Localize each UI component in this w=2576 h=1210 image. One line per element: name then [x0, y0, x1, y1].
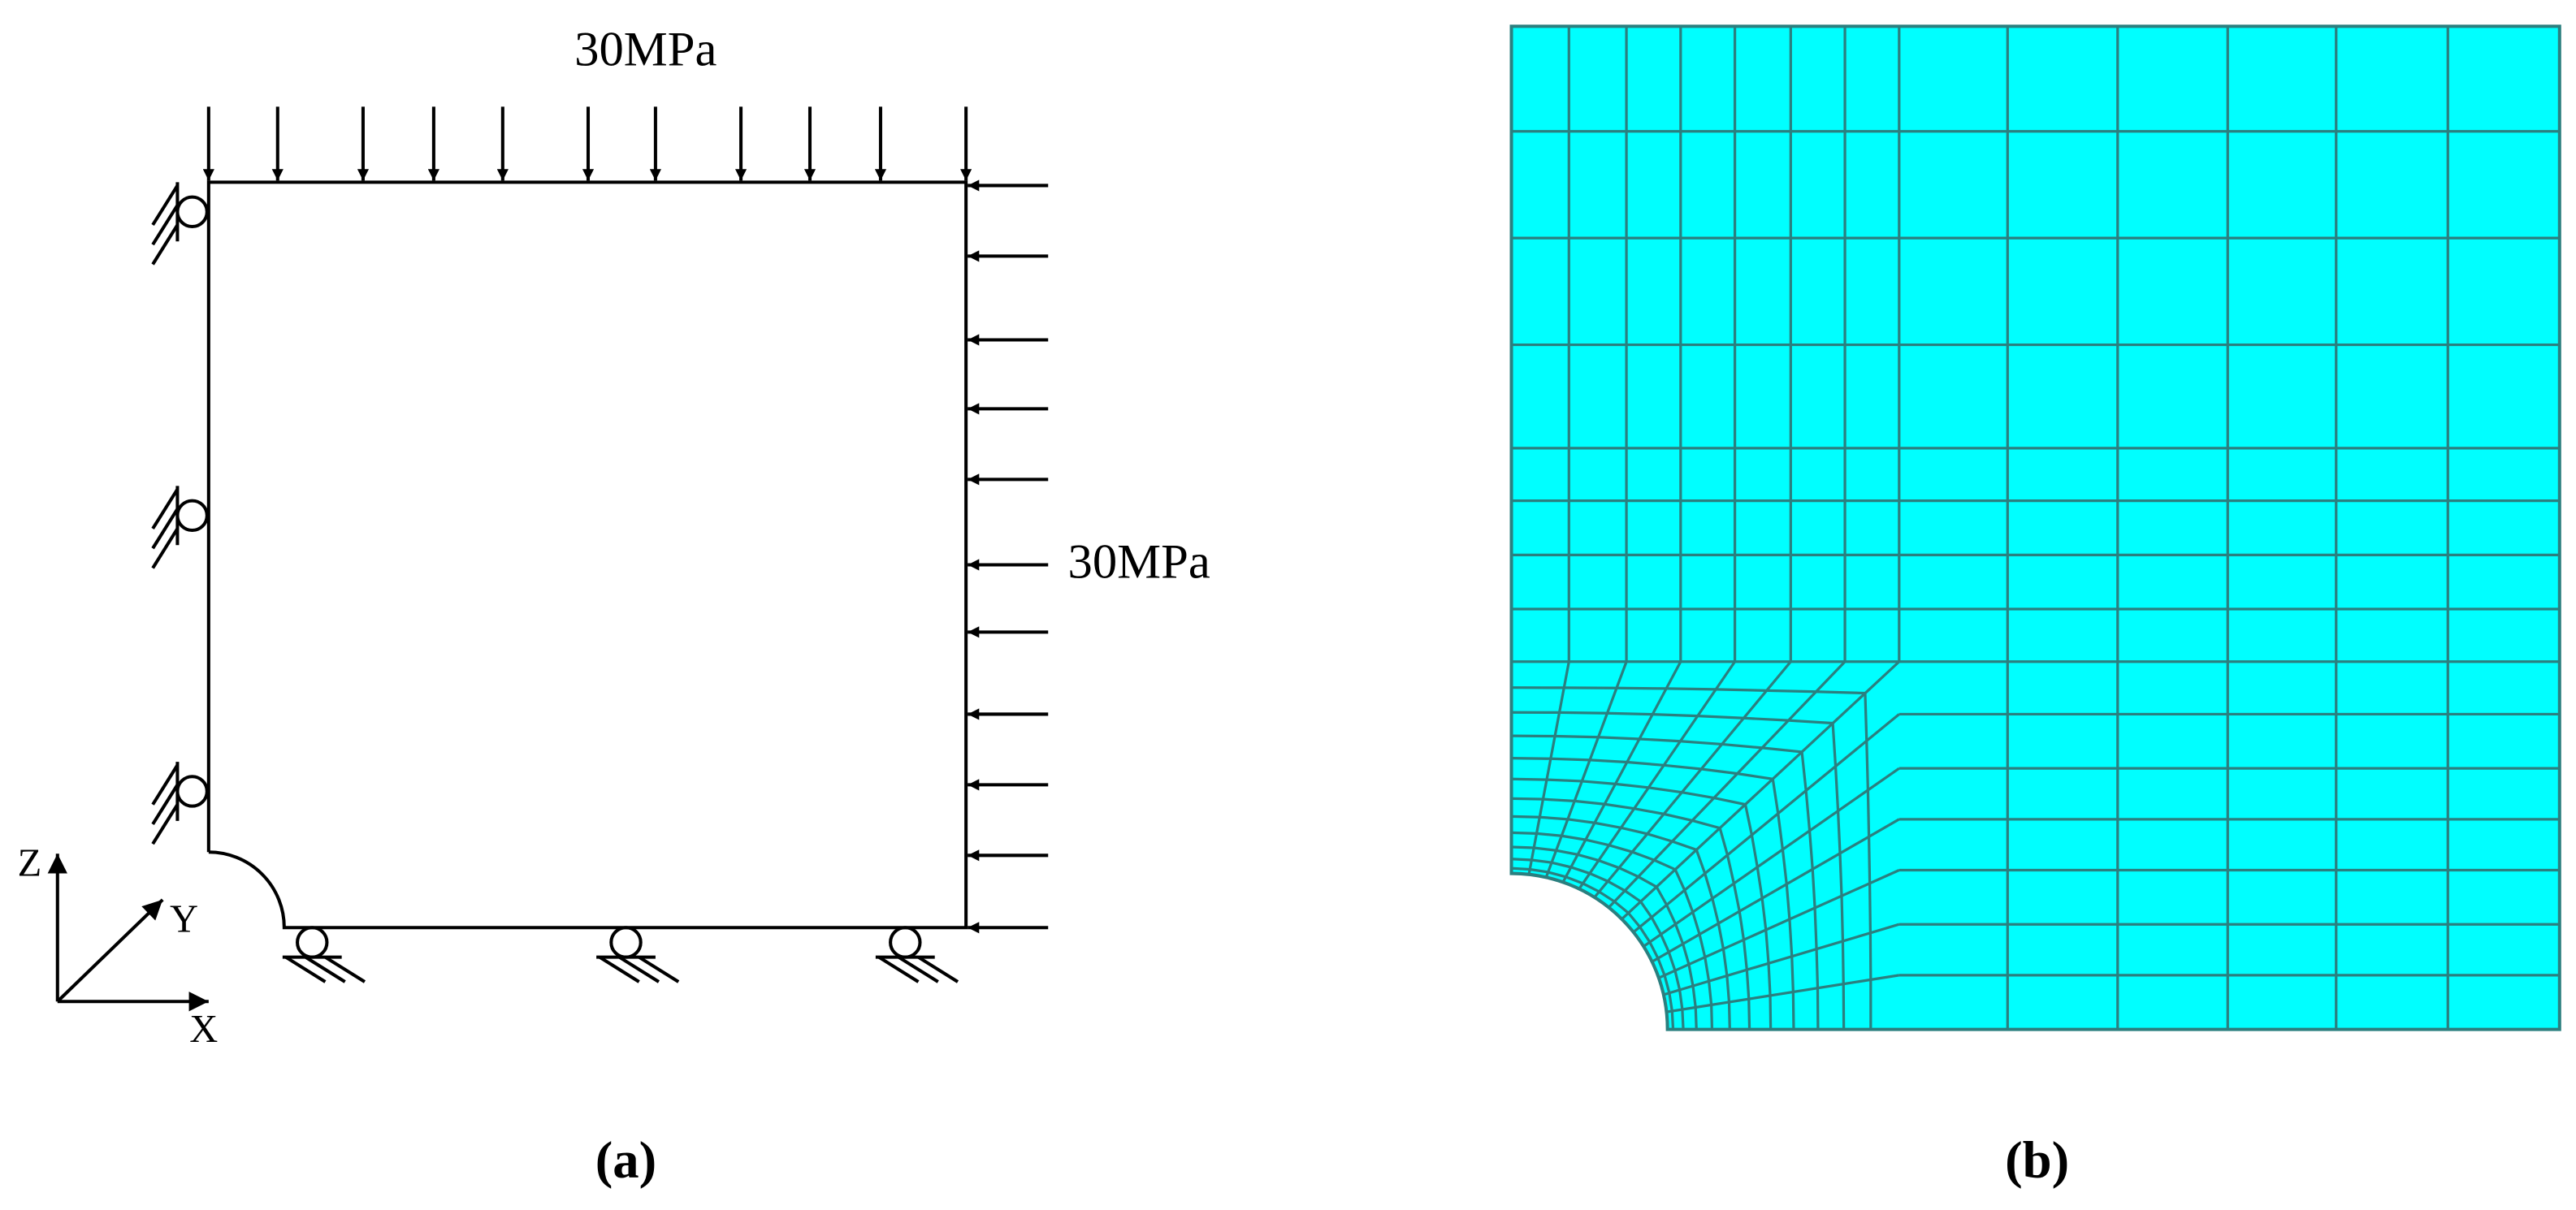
- y-axis: [56, 898, 164, 1003]
- roller-support: [175, 775, 209, 808]
- roller-support: [609, 926, 643, 959]
- support-hatch: [151, 223, 180, 266]
- support-hatch: [898, 955, 939, 983]
- panel-label: (a): [595, 1130, 656, 1189]
- support-hatch: [917, 955, 959, 983]
- support-hatch: [151, 764, 180, 806]
- right-load-label: 30MPa: [1068, 534, 1210, 589]
- mesh-line: [1527, 661, 1570, 875]
- support-hatch: [151, 204, 180, 246]
- z-label: Z: [18, 842, 42, 885]
- support-hatch: [151, 803, 180, 845]
- support-hatch: [638, 955, 680, 983]
- mesh-line: [1511, 757, 1795, 1030]
- mesh-line: [1621, 660, 1900, 920]
- roller-support: [175, 499, 209, 533]
- support-hatch: [599, 955, 640, 983]
- mesh-line: [1511, 866, 1675, 1030]
- mesh-line: [1578, 660, 1736, 890]
- panel-b: (b): [1509, 24, 2561, 1189]
- mesh-line: [1666, 974, 1900, 1013]
- mesh-line: [1663, 923, 1900, 996]
- support-hatch: [305, 955, 346, 983]
- mesh-domain: [1509, 24, 2561, 1031]
- support-hatch: [151, 508, 180, 550]
- mesh-line: [1511, 686, 1872, 1030]
- mesh-line: [1511, 815, 1731, 1030]
- support-hatch: [151, 784, 180, 825]
- roller-support: [175, 195, 209, 229]
- mesh-line: [1658, 869, 1900, 979]
- y-label: Y: [170, 897, 198, 940]
- support-hatch: [151, 527, 180, 569]
- mesh-line: [1651, 818, 1900, 963]
- support-hatch: [618, 955, 660, 983]
- support-hatch: [324, 955, 366, 983]
- plate-outline: [206, 180, 968, 930]
- support-hatch: [151, 488, 180, 530]
- mesh-line: [1632, 713, 1900, 934]
- x-label: X: [189, 1008, 218, 1051]
- top-load-label: 30MPa: [574, 23, 717, 77]
- mesh-line: [1511, 831, 1714, 1030]
- roller-support: [889, 926, 922, 959]
- mesh-lines: [1511, 26, 2560, 1030]
- mesh-line: [1544, 661, 1628, 878]
- support-hatch: [877, 955, 920, 983]
- mesh-line: [1511, 845, 1698, 1030]
- mesh-line: [1608, 660, 1846, 909]
- mesh-line: [1643, 767, 1900, 948]
- mesh-line: [1511, 777, 1773, 1030]
- mesh-line: [1561, 660, 1682, 884]
- mesh-line: [1511, 797, 1751, 1030]
- panel-label: (b): [2005, 1130, 2069, 1189]
- roller-support: [296, 926, 329, 959]
- mesh-line: [1511, 734, 1820, 1030]
- support-hatch: [284, 955, 327, 983]
- support-hatch: [151, 184, 180, 227]
- mesh-line: [1593, 660, 1792, 899]
- mesh-line: [1511, 711, 1846, 1030]
- mesh-line: [1511, 858, 1685, 1030]
- panel-a: 30MPa 30MPa Z Y X (a): [18, 23, 1210, 1190]
